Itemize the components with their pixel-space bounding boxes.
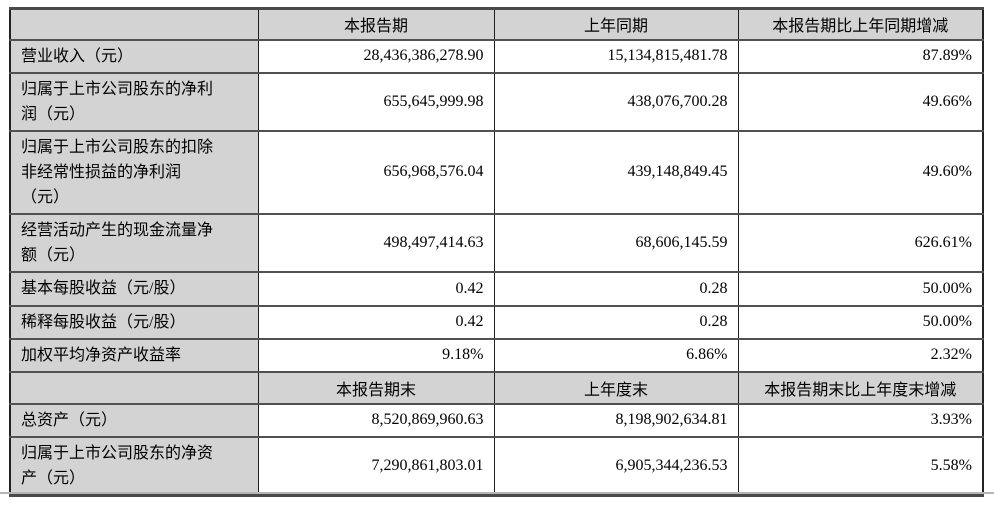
prior-period-value: 68,606,145.59 xyxy=(493,212,739,273)
table-row-net-profit: 归属于上市公司股东的净利 润（元） 655,645,999.98 438,076… xyxy=(9,71,984,132)
period-end-value: 8,520,869,960.63 xyxy=(257,402,495,438)
prior-period-header: 上年同期 xyxy=(493,7,739,41)
change-value: 50.00% xyxy=(737,304,984,340)
current-period-value: 28,436,386,278.90 xyxy=(257,38,495,74)
row-label-cell: 营业收入（元） xyxy=(9,38,259,74)
table-row-operating-cash-flow: 经营活动产生的现金流量净 额（元） 498,497,414.63 68,606,… xyxy=(9,212,984,273)
prior-period-value: 0.28 xyxy=(493,270,739,307)
table-row-revenue: 营业收入（元） 28,436,386,278.90 15,134,815,481… xyxy=(9,38,984,74)
row-label-cell: 归属于上市公司股东的净资 产（元） xyxy=(9,435,259,496)
change-value: 49.66% xyxy=(737,71,984,132)
row-label-cell: 归属于上市公司股东的净利 润（元） xyxy=(9,71,259,132)
prior-year-end-value: 6,905,344,236.53 xyxy=(493,435,739,496)
change-value: 50.00% xyxy=(737,270,984,307)
corner-cell xyxy=(9,370,259,405)
change-header: 本报告期比上年同期增减 xyxy=(737,7,984,41)
prior-period-value: 6.86% xyxy=(493,337,739,373)
change-value: 626.61% xyxy=(737,212,984,273)
prior-year-end-value: 8,198,902,634.81 xyxy=(493,402,739,438)
change-value: 2.32% xyxy=(737,337,984,373)
row-label-cell: 经营活动产生的现金流量净 额（元） xyxy=(9,212,259,273)
row-label-cell: 稀释每股收益（元/股） xyxy=(9,304,259,340)
current-period-value: 9.18% xyxy=(257,337,495,373)
period-header-row: 本报告期 上年同期 本报告期比上年同期增减 xyxy=(9,7,984,41)
current-period-value: 655,645,999.98 xyxy=(257,71,495,132)
table-row-basic-eps: 基本每股收益（元/股） 0.42 0.28 50.00% xyxy=(9,270,984,307)
table-row-net-assets: 归属于上市公司股东的净资 产（元） 7,290,861,803.01 6,905… xyxy=(9,435,984,496)
prior-period-value: 15,134,815,481.78 xyxy=(493,38,739,74)
row-label-cell: 归属于上市公司股东的扣除 非经常性损益的净利润 （元） xyxy=(9,129,259,215)
period-end-value: 7,290,861,803.01 xyxy=(257,435,495,496)
corner-cell xyxy=(9,7,259,41)
row-label-cell: 基本每股收益（元/股） xyxy=(9,270,259,307)
current-period-value: 498,497,414.63 xyxy=(257,212,495,273)
change-value: 87.89% xyxy=(737,38,984,74)
current-period-header: 本报告期 xyxy=(257,7,495,41)
prior-period-value: 438,076,700.28 xyxy=(493,71,739,132)
prior-period-value: 0.28 xyxy=(493,304,739,340)
table-row-weighted-avg-roe: 加权平均净资产收益率 9.18% 6.86% 2.32% xyxy=(9,337,984,373)
table-row-diluted-eps: 稀释每股收益（元/股） 0.42 0.28 50.00% xyxy=(9,304,984,340)
change-value: 5.58% xyxy=(737,435,984,496)
table-row-total-assets: 总资产（元） 8,520,869,960.63 8,198,902,634.81… xyxy=(9,402,984,438)
current-period-value: 656,968,576.04 xyxy=(257,129,495,215)
current-period-value: 0.42 xyxy=(257,304,495,340)
financial-summary-table: 本报告期 上年同期 本报告期比上年同期增减 营业收入（元） 28,436,386… xyxy=(9,7,984,497)
prior-year-end-header: 上年度末 xyxy=(493,370,739,405)
change-value: 49.60% xyxy=(737,129,984,215)
change-value: 3.93% xyxy=(737,402,984,438)
period-end-header: 本报告期末 xyxy=(257,370,495,405)
row-label-cell: 加权平均净资产收益率 xyxy=(9,337,259,373)
prior-period-value: 439,148,849.45 xyxy=(493,129,739,215)
page-bottom-rule xyxy=(0,492,994,494)
row-label-cell: 总资产（元） xyxy=(9,402,259,438)
balance-header-row: 本报告期末 上年度末 本报告期末比上年度末增减 xyxy=(9,370,984,405)
table-row-net-profit-after-extraordinary: 归属于上市公司股东的扣除 非经常性损益的净利润 （元） 656,968,576.… xyxy=(9,129,984,215)
current-period-value: 0.42 xyxy=(257,270,495,307)
period-end-change-header: 本报告期末比上年度末增减 xyxy=(737,370,984,405)
